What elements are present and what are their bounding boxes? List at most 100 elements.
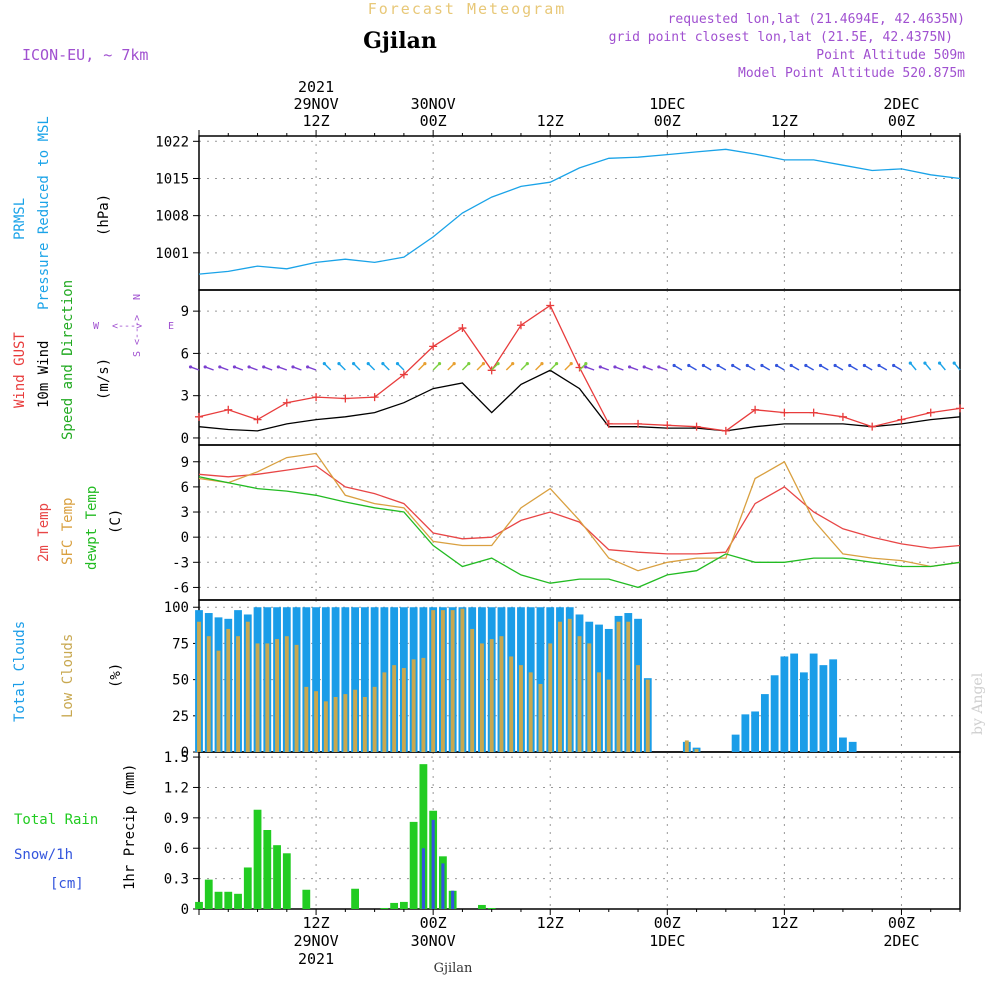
wind-direction-arrowhead [862, 363, 866, 368]
wind-direction-arrowhead [467, 362, 471, 366]
wind-direction-arrowhead [322, 362, 326, 366]
y-tick-label: 6 [181, 346, 189, 362]
low-cloud-bar [519, 665, 523, 752]
bottom-time-label-hour: 12Z [537, 914, 564, 932]
requested-coords: requested lon,lat (21.4694E, 42.4635N) [668, 12, 965, 27]
wind-direction-arrowhead [291, 365, 295, 369]
y-tick-label: 0.9 [164, 811, 189, 827]
bottom-time-label-hour: 00Z [888, 914, 915, 932]
gust-marker [721, 426, 730, 435]
top-time-label-hour: 00Z [888, 112, 915, 130]
bottom-time-label-hour: 00Z [420, 914, 447, 932]
top-time-label-hour: 12Z [537, 112, 564, 130]
bottom-time-label-hour: 12Z [303, 914, 330, 932]
gust-label: Wind GUST [12, 332, 28, 408]
gust-marker [897, 415, 906, 424]
wind-direction-arrowhead [908, 361, 912, 365]
low-cloud-bar [548, 643, 553, 752]
wind-direction-arrowhead [525, 362, 529, 366]
wind-direction-arrowhead [352, 362, 356, 366]
low-cloud-bar [304, 686, 309, 752]
y-tick-label: 25 [172, 709, 189, 725]
low-cloud-bar [528, 672, 533, 752]
low-cloud-bar [626, 621, 631, 752]
low-cloud-bar [265, 643, 270, 752]
wind-direction-arrowhead [337, 362, 341, 366]
gust-marker [312, 393, 321, 402]
y-tick-label: 3 [181, 389, 189, 405]
total-cloud-bar [770, 675, 779, 752]
panel2-labels: Wind GUST 10m Wind Speed and Direction (… [12, 280, 174, 440]
y-tick-label: 9 [181, 304, 189, 320]
rain-bar [214, 891, 223, 909]
gust-marker [370, 393, 379, 402]
total-cloud-bar [809, 653, 818, 752]
low-cloud-bar [372, 686, 377, 752]
temp-2m-line [198, 465, 961, 555]
wind-desc: Speed and Direction [60, 280, 76, 440]
wind-direction-arrowhead [540, 362, 544, 366]
low-cloud-bar [401, 668, 406, 752]
wind-direction-arrowhead [701, 363, 706, 368]
gust-marker [341, 394, 350, 403]
total-cloud-bar [848, 741, 857, 752]
wind-direction-arrowhead [642, 365, 646, 369]
wind-direction-arrowhead [452, 362, 456, 366]
low-cloud-bar [421, 657, 426, 752]
total-cloud-bar [741, 714, 750, 752]
top-time-label-date: 30NOV [411, 95, 456, 113]
total-cloud-bar [790, 653, 799, 752]
rain-bar [478, 904, 486, 909]
precip-unit: 1hr Precip (mm) [122, 764, 138, 890]
gust-marker [282, 398, 291, 407]
bottom-time-label-date: 1DEC [649, 932, 685, 950]
location-title: Gjilan [363, 28, 437, 54]
low-cloud-bar [323, 701, 328, 752]
low-cloud-bar [275, 639, 280, 752]
wind-direction-arrowhead [598, 365, 602, 369]
wind-direction-arrowhead [366, 362, 370, 366]
rain-bar [224, 891, 233, 909]
wind-direction-arrowhead [937, 361, 942, 365]
total-cloud-bar [360, 607, 369, 752]
low-cloud-bar [684, 740, 689, 752]
point-altitude: Point Altitude 509m [816, 48, 965, 63]
compass-w: W [93, 321, 100, 332]
footer-location: Gjilan [434, 961, 473, 976]
y-tick-label: 0 [181, 431, 189, 447]
y-tick-label: 1001 [155, 246, 189, 262]
bottom-time-label-date: 29NOV [293, 932, 338, 950]
wind-direction-arrowhead [218, 365, 222, 369]
total-cloud-bar [536, 607, 545, 752]
low-cloud-bar [245, 621, 250, 752]
low-cloud-bar [489, 639, 494, 752]
y-tick-label: 0.3 [164, 872, 189, 888]
bottom-time-label-date: 30NOV [411, 932, 456, 950]
rain-bar [487, 907, 496, 909]
y-tick-label: 50 [172, 673, 189, 689]
total-cloud-bar [331, 607, 340, 752]
wind-direction-arrowhead [657, 365, 661, 369]
gust-marker [429, 342, 438, 351]
compass-s: S [132, 351, 143, 357]
low-cloud-bar [616, 621, 621, 752]
temp-dewpoint-line [198, 476, 961, 589]
panel1-labels: PRMSL Pressure Reduced to MSL (hPa) [12, 116, 112, 310]
y-tick-label: 1022 [155, 134, 189, 150]
low-clouds-label: Low Clouds [60, 634, 76, 718]
wind-direction-arrowhead [731, 363, 735, 368]
low-cloud-bar [460, 608, 465, 752]
y-tick-label: 100 [164, 600, 189, 616]
rain-bar [253, 809, 262, 909]
wind-direction-arrowhead [584, 365, 588, 369]
temp-sfc-line [198, 452, 961, 572]
gust-marker [546, 301, 555, 310]
low-cloud-bar [333, 696, 338, 752]
wind-direction-arrowhead [481, 362, 486, 366]
y-tick-label: 1015 [155, 171, 189, 187]
wind-direction-arrowhead [262, 365, 266, 369]
low-cloud-bar [606, 679, 611, 752]
low-cloud-bar [577, 636, 582, 752]
total-cloud-bar [731, 734, 740, 752]
y-tick-label: 0.6 [164, 841, 189, 857]
